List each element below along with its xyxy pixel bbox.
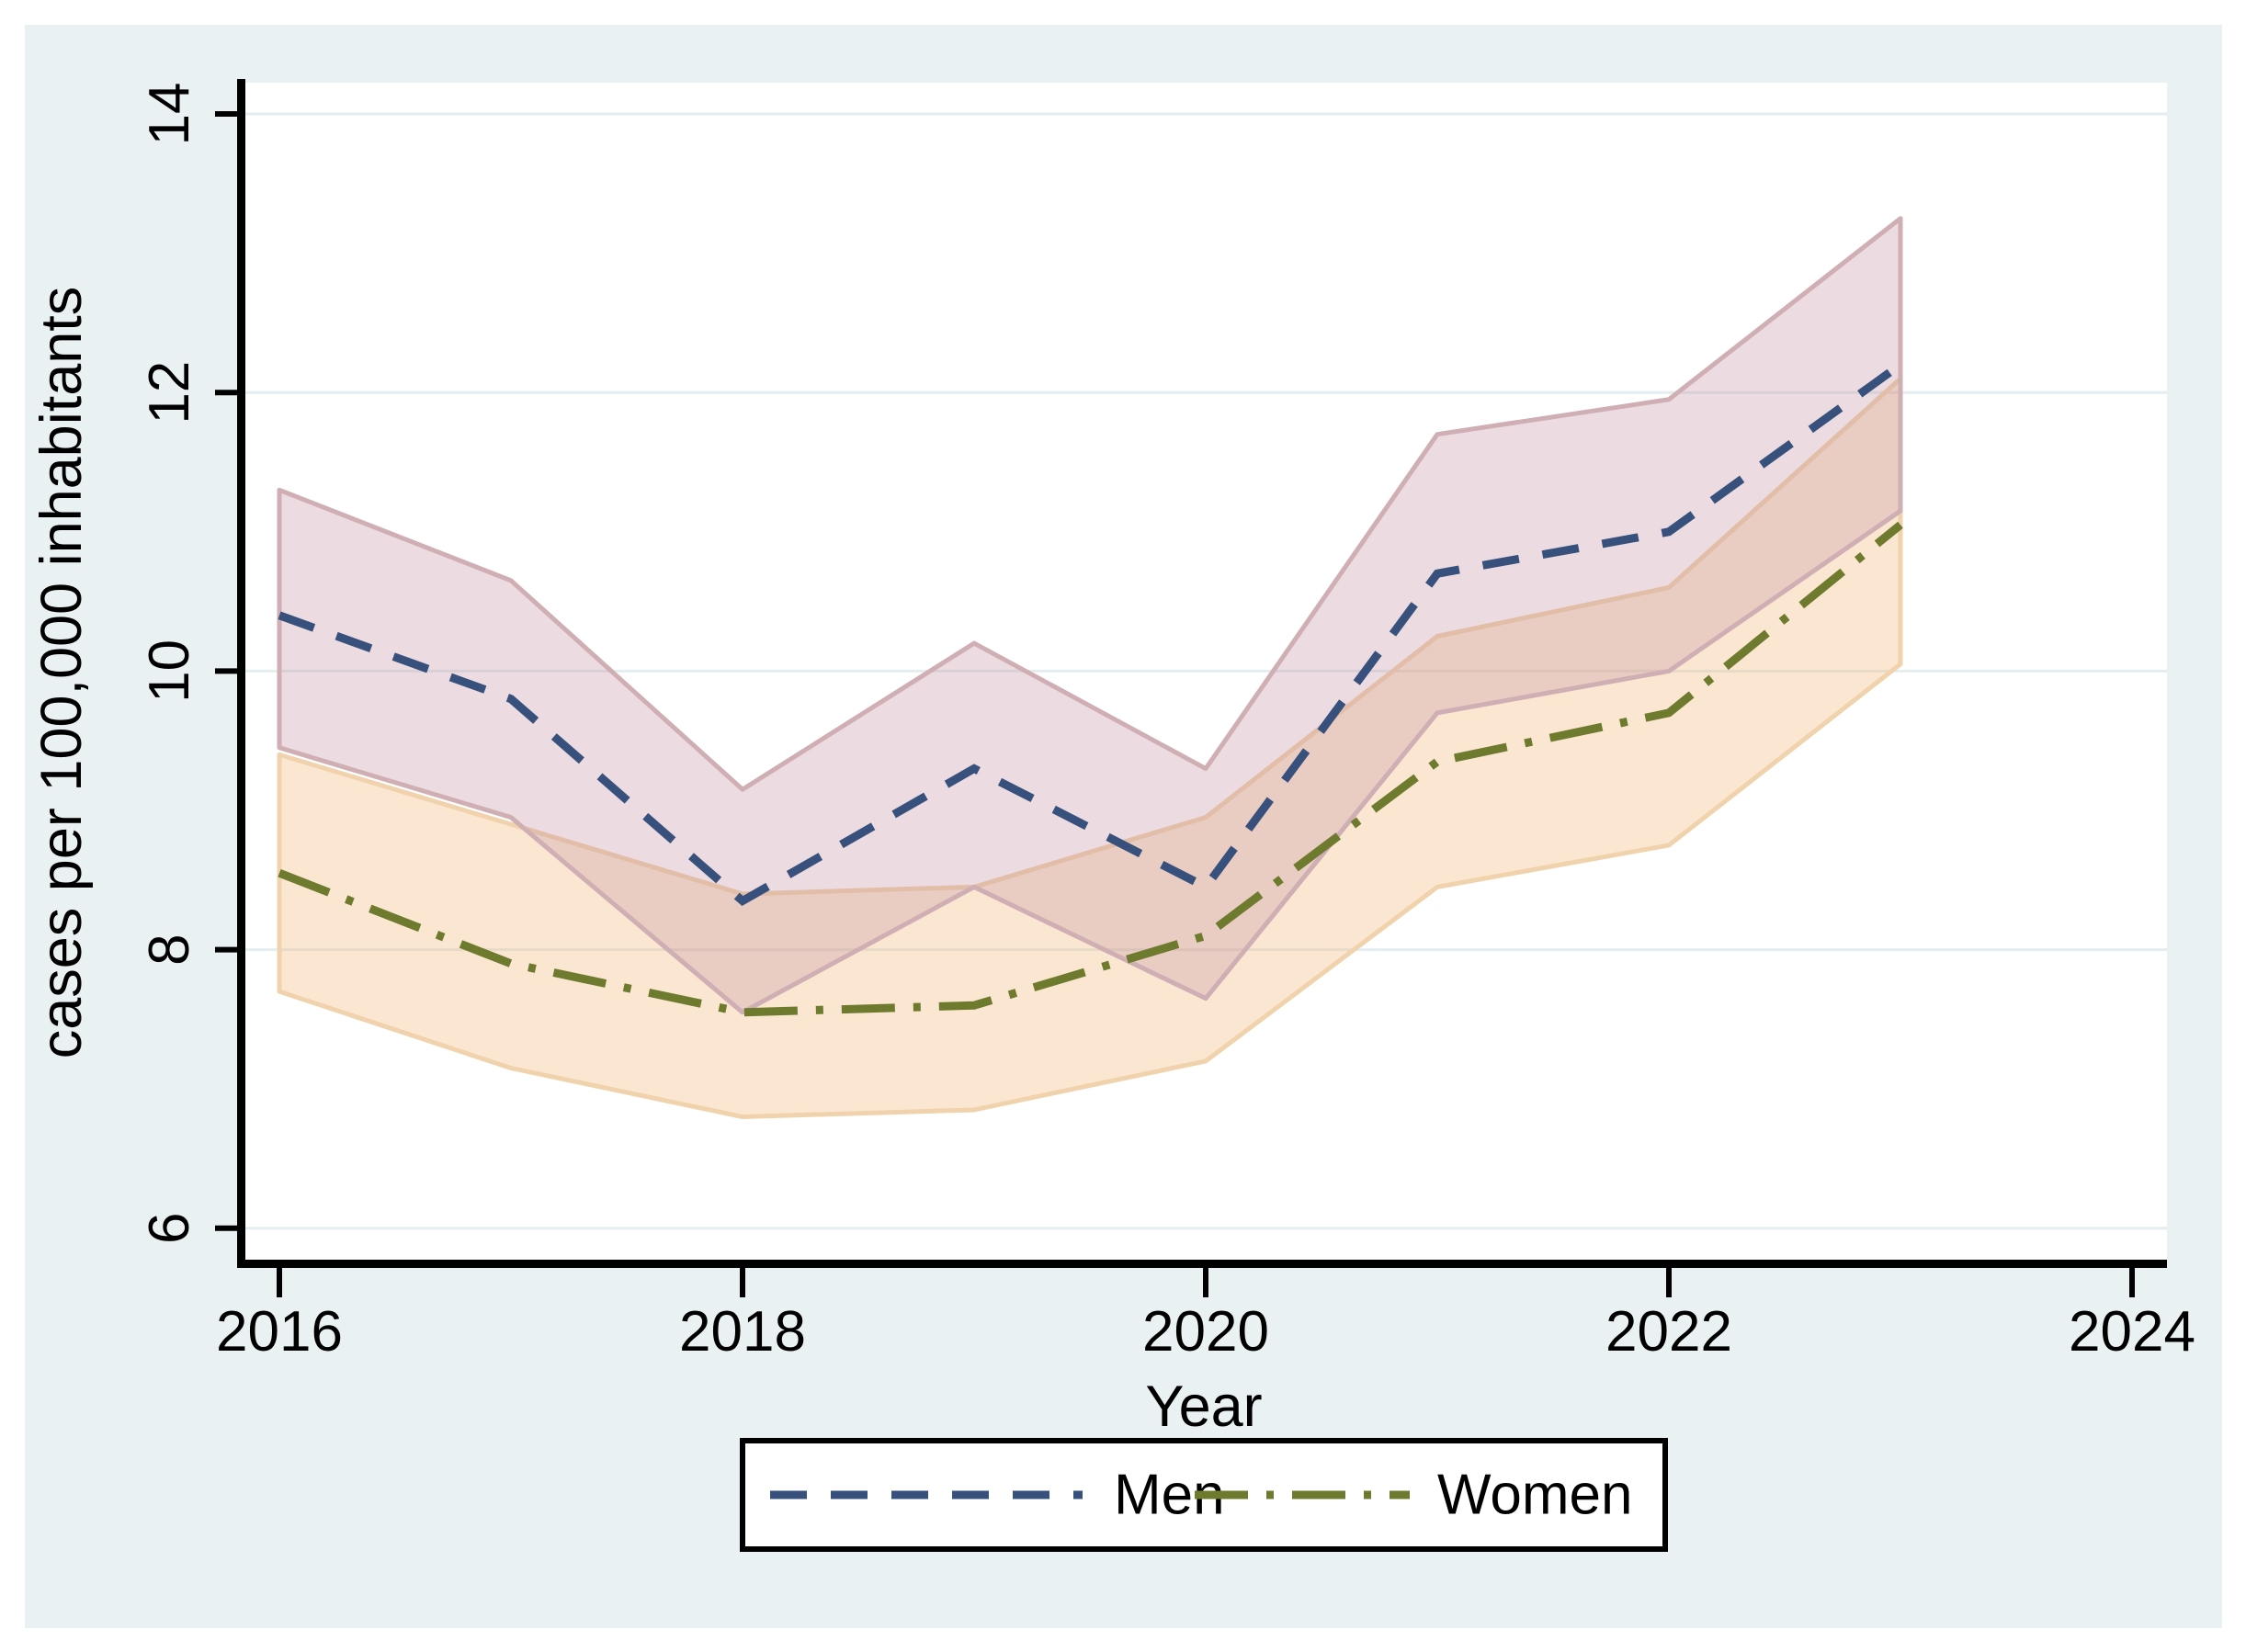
x-tick-label: 2016 — [216, 1300, 343, 1363]
plot-area — [241, 83, 2167, 1263]
y-tick-label: 8 — [138, 933, 201, 965]
y-tick-labels: 6 8 10 12 14 — [138, 83, 201, 1245]
women-confidence-band — [277, 376, 1903, 1120]
men-line — [278, 361, 1903, 907]
y-tick-label: 12 — [138, 361, 201, 424]
x-tick-label: 2024 — [2069, 1300, 2195, 1363]
y-tick-label: 14 — [138, 83, 201, 146]
y-tick-label: 6 — [138, 1213, 201, 1244]
x-axis-title: Year — [1145, 1375, 1262, 1439]
axes — [237, 79, 2167, 1268]
x-axis-spine — [237, 1260, 2167, 1268]
legend: Men Women — [740, 1438, 1668, 1552]
x-tick-label: 2018 — [679, 1300, 806, 1363]
y-tick-label: 10 — [138, 639, 201, 703]
y-axis-ticks — [215, 111, 241, 1231]
legend-women-label: Women — [1437, 1464, 1633, 1527]
men-series-line — [278, 361, 1903, 907]
women-ci-band — [277, 376, 1903, 1120]
x-tick-label: 2020 — [1142, 1300, 1269, 1363]
y-axis-title: cases per 100,000 inhabitants — [29, 287, 94, 1059]
x-tick-label: 2022 — [1605, 1300, 1732, 1363]
gridlines — [241, 112, 2167, 1230]
men-confidence-band — [277, 216, 1903, 1015]
y-axis-spine — [237, 79, 245, 1267]
x-axis-ticks — [277, 1268, 2135, 1297]
x-tick-labels: 2016 2018 2020 2022 2024 — [216, 1300, 2195, 1363]
men-ci-band — [277, 216, 1903, 1015]
